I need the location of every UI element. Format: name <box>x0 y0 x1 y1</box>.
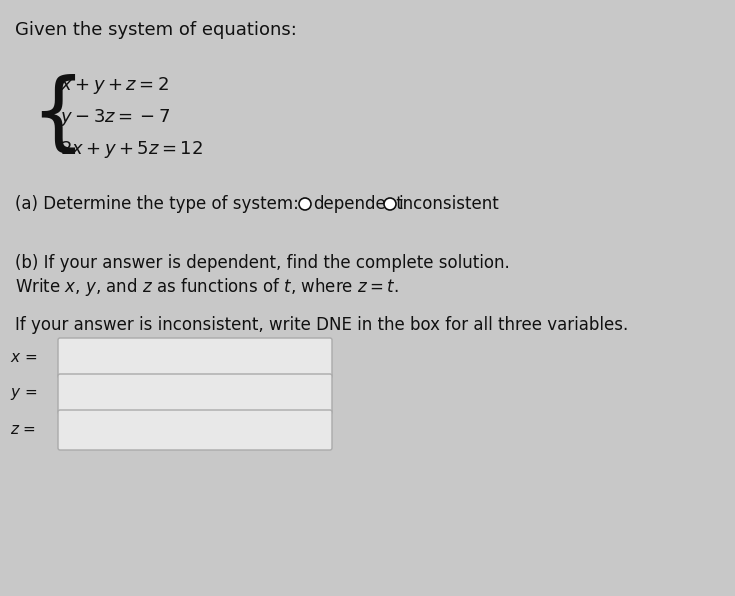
Text: $y - 3z = -7$: $y - 3z = -7$ <box>60 107 171 129</box>
Text: {: { <box>30 74 85 157</box>
FancyBboxPatch shape <box>58 338 332 378</box>
Text: $z$ =: $z$ = <box>10 423 36 437</box>
Text: $x + y + z = 2$: $x + y + z = 2$ <box>60 76 169 97</box>
Text: dependent: dependent <box>313 195 403 213</box>
Circle shape <box>299 198 311 210</box>
Text: $2x + y + 5z = 12$: $2x + y + 5z = 12$ <box>60 139 203 160</box>
Text: Write $x$, $y$, and $z$ as functions of $t$, where $z = t$.: Write $x$, $y$, and $z$ as functions of … <box>15 276 398 298</box>
FancyBboxPatch shape <box>58 374 332 414</box>
Text: (a) Determine the type of system:: (a) Determine the type of system: <box>15 195 299 213</box>
Text: (b) If your answer is dependent, find the complete solution.: (b) If your answer is dependent, find th… <box>15 254 510 272</box>
Text: $x$ =: $x$ = <box>10 350 37 365</box>
Circle shape <box>384 198 396 210</box>
Text: $y$ =: $y$ = <box>10 386 37 402</box>
FancyBboxPatch shape <box>58 410 332 450</box>
Text: inconsistent: inconsistent <box>398 195 499 213</box>
Text: Given the system of equations:: Given the system of equations: <box>15 21 297 39</box>
Text: If your answer is inconsistent, write DNE in the box for all three variables.: If your answer is inconsistent, write DN… <box>15 316 628 334</box>
